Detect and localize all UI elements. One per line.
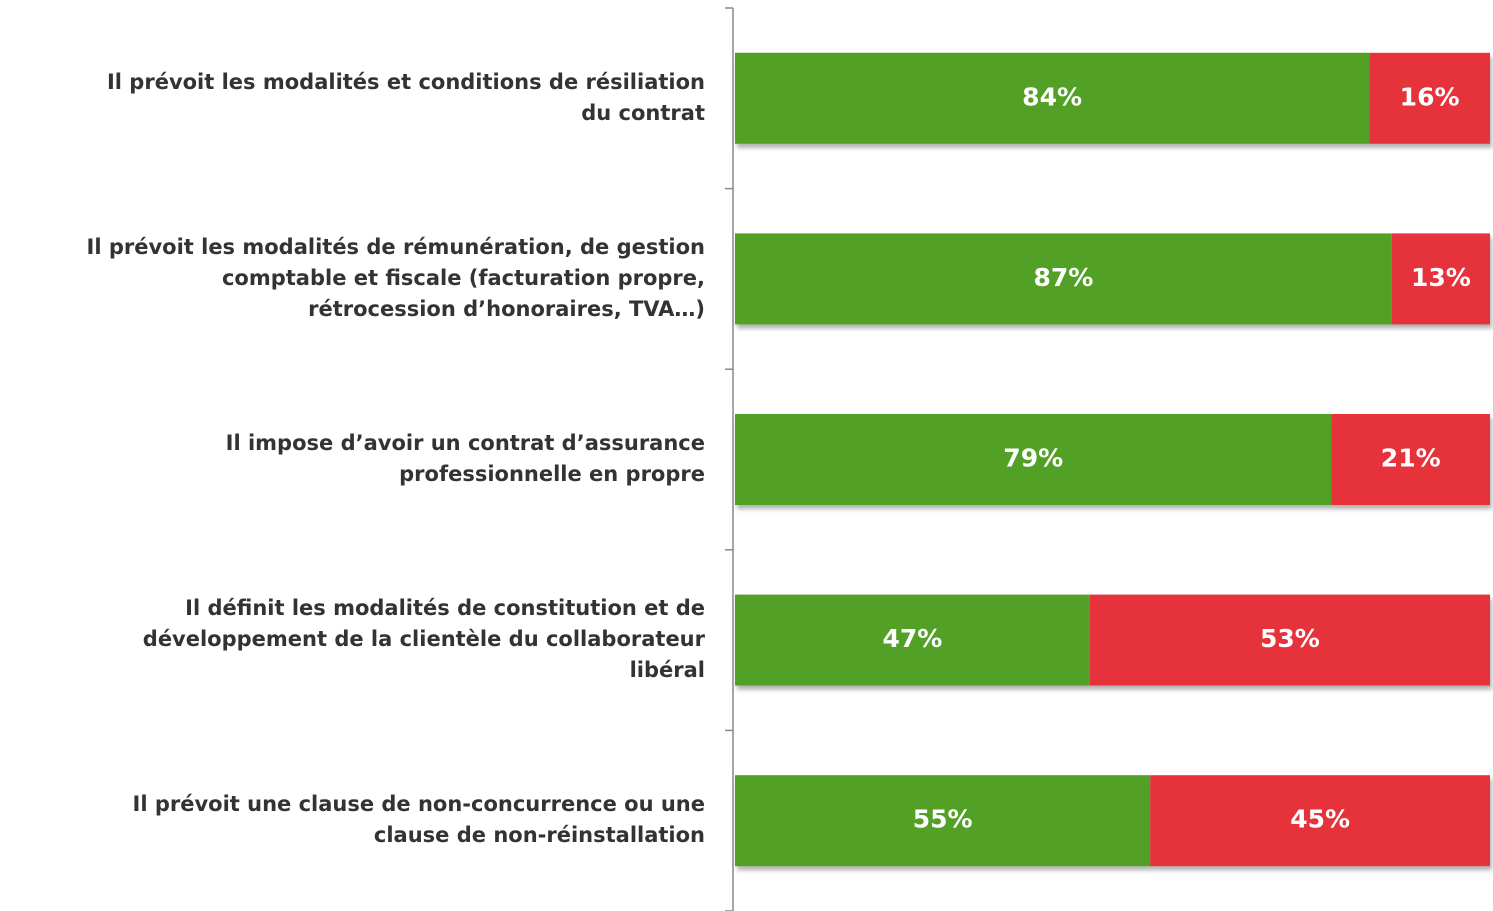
- bar-segment: [735, 233, 1392, 325]
- bar-segment: [1391, 233, 1490, 325]
- bar-segment: [1369, 52, 1490, 144]
- data-label: 47%: [883, 624, 943, 653]
- bar-group: [735, 594, 1490, 686]
- bar-segment: [735, 775, 1151, 867]
- category-label: Il prévoit les modalités de rémunération…: [87, 235, 706, 259]
- bar-segment: [1089, 594, 1490, 686]
- data-label: 13%: [1411, 263, 1471, 292]
- bar-group: [735, 233, 1490, 325]
- bar-segment: [1150, 775, 1490, 867]
- category-label: développement de la clientèle du collabo…: [143, 627, 706, 651]
- data-label: 16%: [1400, 82, 1460, 111]
- bar-segment: [1331, 414, 1490, 505]
- bar-group: [735, 52, 1490, 144]
- data-label: 87%: [1034, 263, 1094, 292]
- data-label: 45%: [1290, 805, 1350, 834]
- data-label: 84%: [1022, 82, 1082, 111]
- data-label: 53%: [1260, 624, 1320, 653]
- bar-group: [735, 414, 1490, 505]
- category-label: comptable et fiscale (facturation propre…: [222, 266, 705, 290]
- category-label: Il prévoit les modalités et conditions d…: [107, 70, 705, 94]
- category-label: Il définit les modalités de constitution…: [185, 596, 705, 620]
- category-label: clause de non-réinstallation: [374, 823, 705, 847]
- category-label: professionnelle en propre: [399, 462, 705, 486]
- category-label: Il impose d’avoir un contrat d’assurance: [226, 431, 705, 455]
- category-label: rétrocession d’honoraires, TVA…): [308, 297, 705, 321]
- data-label: 79%: [1003, 444, 1063, 473]
- bar-group: [735, 775, 1490, 867]
- data-label: 55%: [913, 805, 973, 834]
- category-label: du contrat: [581, 101, 705, 125]
- category-label: libéral: [630, 658, 705, 682]
- bar-segment: [735, 52, 1370, 144]
- bar-segment: [735, 594, 1090, 686]
- bar-segment: [735, 414, 1332, 505]
- data-label: 21%: [1381, 444, 1441, 473]
- category-label: Il prévoit une clause de non-concurrence…: [133, 792, 706, 816]
